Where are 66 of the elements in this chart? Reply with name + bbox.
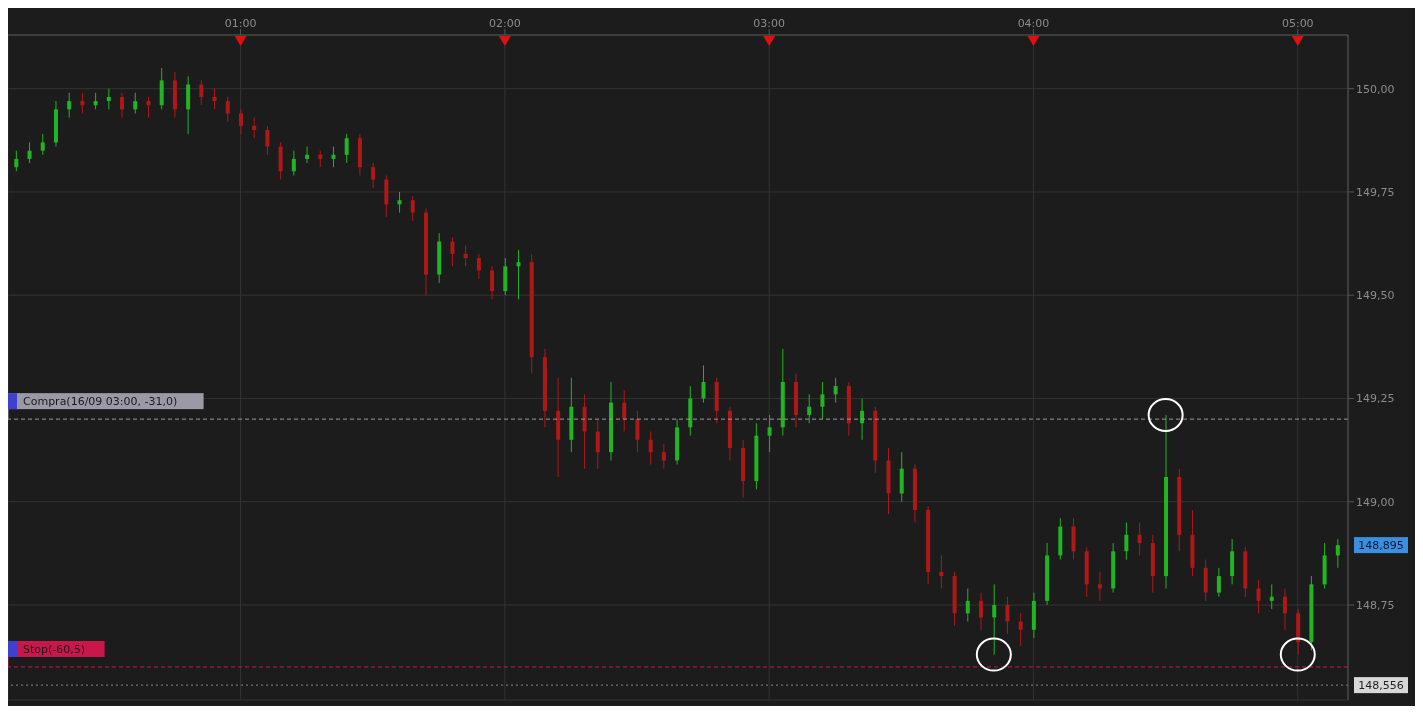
candlestick <box>1137 521 1142 556</box>
candlestick <box>120 92 125 119</box>
candlestick <box>40 133 45 156</box>
candlestick <box>27 141 32 164</box>
candlestick <box>463 245 468 267</box>
annotation: Compra(16/09 03:00, -31,0) <box>23 395 178 409</box>
candlestick <box>833 377 838 404</box>
y-tick-label: 149,50 <box>1356 289 1395 303</box>
y-tick-label: 149,00 <box>1356 495 1395 509</box>
candlestick <box>820 381 825 420</box>
candlestick <box>1216 567 1221 598</box>
candlestick <box>648 431 653 466</box>
candlestick <box>238 108 243 135</box>
text: 148,895 <box>1358 539 1404 553</box>
candlestick <box>305 146 310 164</box>
candlestick <box>701 364 706 404</box>
x-tick-label: 05:00 <box>1281 17 1314 30</box>
candlestick <box>252 117 257 139</box>
candlestick <box>661 443 666 470</box>
candlestick <box>622 389 627 433</box>
y-tick-label: 149,75 <box>1356 185 1395 199</box>
candlestick <box>490 265 495 300</box>
candlestick <box>80 92 85 114</box>
candlestick <box>635 410 640 453</box>
y-tick-label: 150,00 <box>1356 82 1395 96</box>
candlestick <box>992 583 997 656</box>
candlestick <box>344 133 349 164</box>
candlestick <box>106 88 111 110</box>
candlestick <box>1005 596 1010 635</box>
candlestick <box>1269 583 1274 610</box>
candlestick <box>1124 521 1129 561</box>
candlestick <box>331 146 336 168</box>
candlestick <box>965 587 970 623</box>
candlestick <box>67 92 72 119</box>
annotation: Stop(-60,5) <box>23 642 86 656</box>
candlestick <box>146 96 151 119</box>
candlestick <box>397 191 402 214</box>
candlestick <box>212 88 217 110</box>
candlestick <box>410 195 415 222</box>
x-tick-label: 01:00 <box>224 17 257 30</box>
candlestick <box>199 79 204 106</box>
candlestick <box>595 418 600 470</box>
candlestick <box>516 249 521 300</box>
x-tick-label: 02:00 <box>489 17 521 30</box>
candlestick <box>225 96 230 123</box>
candlestick <box>133 92 138 114</box>
x-tick-label: 03:00 <box>753 17 786 30</box>
candlestick <box>14 150 19 172</box>
candlestick <box>1097 571 1102 602</box>
candlestick <box>371 162 376 189</box>
candlestick <box>450 236 455 267</box>
candlestick <box>1018 612 1023 647</box>
candlestick <box>767 414 772 453</box>
candlestick <box>476 253 481 280</box>
candlestick <box>1256 579 1261 614</box>
candlestick <box>291 150 296 176</box>
candlestick <box>939 554 944 589</box>
candlestick <box>807 393 812 424</box>
candlestick <box>1282 587 1287 631</box>
y-tick-label: 148,75 <box>1356 598 1395 612</box>
x-tick-label: 04:00 <box>1017 17 1050 30</box>
y-tick-label: 149,25 <box>1356 392 1395 406</box>
candlestick <box>979 592 984 631</box>
candlestick <box>265 125 270 156</box>
ref-line-label: 148,556 <box>1358 679 1404 693</box>
candlestick <box>1335 538 1340 569</box>
